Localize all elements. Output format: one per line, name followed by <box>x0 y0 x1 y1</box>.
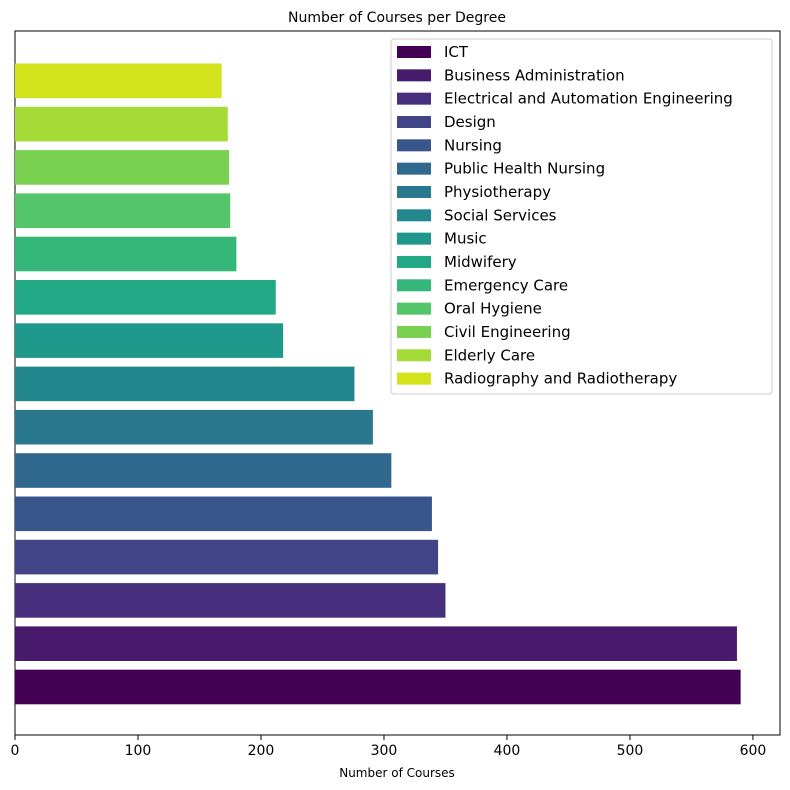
bar-music <box>15 323 284 358</box>
bar-elderly-care <box>15 106 228 142</box>
legend-swatch <box>397 209 431 222</box>
x-axis-label: Number of Courses <box>339 766 455 780</box>
bar-social-services <box>15 366 355 402</box>
x-axis-ticks: 0 100 200 300 400 500 600 <box>11 735 767 759</box>
x-tick-label: 600 <box>740 743 767 759</box>
bar-midwifery <box>15 280 276 315</box>
legend-swatch <box>397 349 431 362</box>
legend-swatch <box>397 255 431 268</box>
legend-swatch <box>397 115 431 128</box>
legend-swatch <box>397 185 431 198</box>
legend-swatch <box>397 69 431 82</box>
legend-swatch <box>397 162 431 175</box>
x-tick-label: 0 <box>11 743 20 759</box>
bar-radiography-and-radiotherapy <box>15 63 222 99</box>
legend-swatch <box>397 232 431 245</box>
x-tick-label: 200 <box>248 743 275 759</box>
legend-swatch <box>397 372 431 385</box>
bar-public-health-nursing <box>15 453 392 488</box>
legend-label: Emergency Care <box>444 276 568 294</box>
legend-label: Public Health Nursing <box>444 160 605 178</box>
bar-nursing <box>15 496 432 532</box>
legend-frame <box>390 38 773 395</box>
legend-swatch <box>397 325 431 338</box>
bars-group <box>15 63 741 705</box>
legend-label: Electrical and Automation Engineering <box>444 90 733 108</box>
bar-business-administration <box>15 626 737 661</box>
legend-swatch <box>397 46 431 58</box>
legend-label: Nursing <box>444 136 502 154</box>
legend-swatch <box>397 279 431 292</box>
legend-label: Civil Engineering <box>444 323 571 341</box>
legend-label: Design <box>444 113 496 131</box>
legend-label: Midwifery <box>444 253 517 271</box>
chart-title: Number of Courses per Degree <box>288 10 506 26</box>
legend-label: Music <box>444 230 487 248</box>
legend-label: Social Services <box>444 206 557 224</box>
legend-label: ICT <box>444 43 469 61</box>
legend-swatch <box>397 139 431 152</box>
legend-label: Physiotherapy <box>444 183 551 201</box>
bar-physiotherapy <box>15 409 373 445</box>
x-tick-label: 500 <box>617 743 644 759</box>
legend-label: Oral Hygiene <box>444 300 542 318</box>
bar-design <box>15 539 439 575</box>
bar-electrical-and-automation-engineering <box>15 583 446 618</box>
x-tick-label: 400 <box>494 743 521 759</box>
x-tick-label: 300 <box>371 743 398 759</box>
legend-swatch <box>397 302 431 315</box>
legend-swatch <box>397 92 431 105</box>
legend: ICT Business Administration Electrical and… <box>390 38 773 395</box>
bar-emergency-care <box>15 236 237 272</box>
bar-civil-engineering <box>15 150 230 185</box>
legend-label: Radiography and Radiotherapy <box>444 370 677 388</box>
x-tick-label: 100 <box>125 743 152 759</box>
bar-oral-hygiene <box>15 193 231 228</box>
bar-ict <box>15 669 741 705</box>
legend-label: Elderly Care <box>444 346 535 364</box>
legend-label: Business Administration <box>444 66 625 84</box>
